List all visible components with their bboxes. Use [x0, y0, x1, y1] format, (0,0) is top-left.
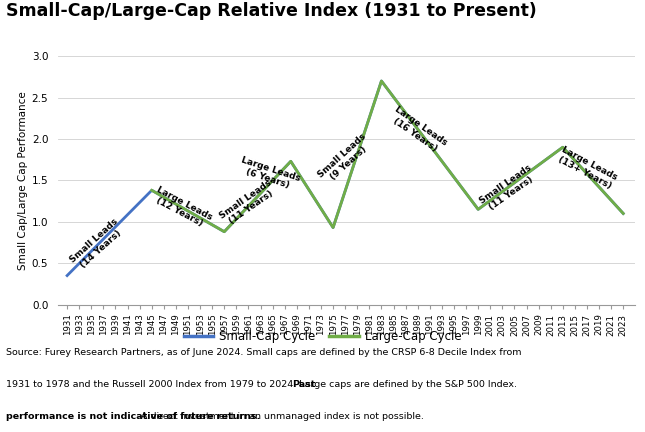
Text: Small-Cap/Large-Cap Relative Index (1931 to Present): Small-Cap/Large-Cap Relative Index (1931…: [6, 2, 537, 20]
Text: Large Leads
(12 Years): Large Leads (12 Years): [150, 184, 213, 231]
Text: Small Leads
(11 Years): Small Leads (11 Years): [478, 163, 539, 214]
Text: performance is not indicative of future returns.: performance is not indicative of future …: [6, 412, 261, 421]
Text: Small Leads
(9 Years): Small Leads (9 Years): [316, 132, 374, 187]
Text: Past: Past: [292, 380, 316, 389]
Y-axis label: Small Cap/Large Cap Performance: Small Cap/Large Cap Performance: [17, 91, 28, 270]
Text: Small Leads
(11 Years): Small Leads (11 Years): [218, 178, 279, 229]
Text: Small Leads
(14 Years): Small Leads (14 Years): [68, 217, 126, 273]
Text: Large Leads
(13+ Years): Large Leads (13+ Years): [555, 145, 619, 191]
Text: Source: Furey Research Partners, as of June 2024. Small caps are defined by the : Source: Furey Research Partners, as of J…: [6, 348, 522, 357]
Text: 1931 to 1978 and the Russell 2000 Index from 1979 to 2024. Large caps are define: 1931 to 1978 and the Russell 2000 Index …: [6, 380, 521, 389]
Text: A direct investment in an unmanaged index is not possible.: A direct investment in an unmanaged inde…: [139, 412, 424, 421]
Legend: Small-Cap Cycle, Large-Cap Cycle: Small-Cap Cycle, Large-Cap Cycle: [179, 326, 466, 348]
Text: Large Leads
(16 Years): Large Leads (16 Years): [387, 105, 448, 156]
Text: Large Leads
(6 Years): Large Leads (6 Years): [237, 155, 302, 193]
